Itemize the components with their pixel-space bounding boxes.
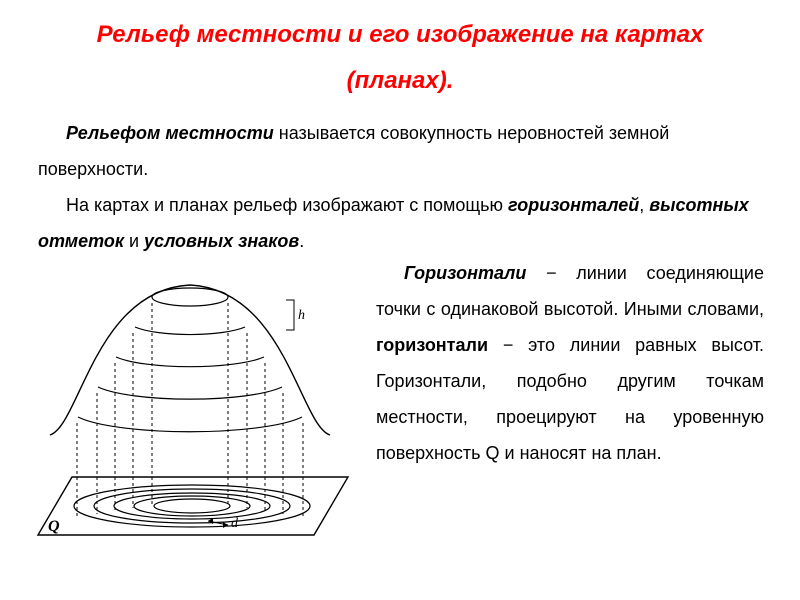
label-d: d: [231, 516, 239, 531]
term-gorizontali-3: горизонтали: [376, 335, 488, 355]
contour-figure: h Q: [20, 255, 360, 575]
intro-text-b: На картах и планах рельеф изображают с п…: [66, 195, 508, 215]
term-uslovnyh: условных знаков: [144, 231, 299, 251]
term-gorizontali-2: Горизонтали: [404, 263, 526, 283]
intro-text-c: ,: [639, 195, 649, 215]
intro-paragraph: Рельефом местности называется совокупнос…: [0, 111, 800, 259]
intro-text-d: и: [124, 231, 144, 251]
label-Q: Q: [48, 518, 60, 535]
intro-text-e: .: [299, 231, 304, 251]
term-gorizontali: горизонталей: [508, 195, 639, 215]
page-title: Рельеф местности и его изображение на ка…: [0, 0, 800, 111]
definition-paragraph: Горизонтали − линии соединяющие точки с …: [376, 255, 764, 471]
label-h: h: [298, 308, 305, 323]
term-relief: Рельефом местности: [66, 123, 274, 143]
